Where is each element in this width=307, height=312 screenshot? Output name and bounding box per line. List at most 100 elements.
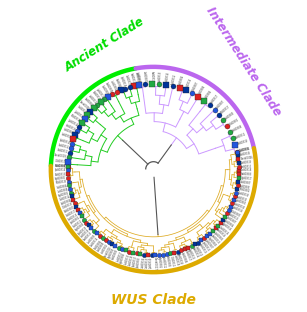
Text: LcWOX05: LcWOX05 <box>134 72 140 84</box>
Text: ClWOX11: ClWOX11 <box>169 255 175 267</box>
Text: SeWOX12: SeWOX12 <box>57 143 69 149</box>
Text: SgWOX03: SgWOX03 <box>55 176 67 181</box>
Text: SgWOX05: SgWOX05 <box>107 247 116 259</box>
Point <box>77 211 82 216</box>
Text: SeWOX17: SeWOX17 <box>209 94 220 105</box>
Text: SgWOX06: SgWOX06 <box>119 252 127 264</box>
Text: AnWOX11: AnWOX11 <box>241 164 252 168</box>
Text: LcWOX01: LcWOX01 <box>109 80 118 91</box>
Point <box>82 116 87 121</box>
Text: LhWOX12: LhWOX12 <box>194 245 203 257</box>
Text: AnWOX10: AnWOX10 <box>176 253 183 265</box>
Point <box>224 211 229 216</box>
Point <box>80 120 84 125</box>
Point <box>192 242 197 247</box>
Text: SeWOX10: SeWOX10 <box>239 151 251 157</box>
Point <box>157 252 161 257</box>
Point <box>211 228 216 233</box>
Text: CnWOX04: CnWOX04 <box>178 75 186 87</box>
Point <box>68 187 73 192</box>
Text: SpWOX04: SpWOX04 <box>223 219 235 229</box>
Text: SpWOX13: SpWOX13 <box>201 241 210 253</box>
Text: CpWOX17: CpWOX17 <box>95 87 105 99</box>
Text: CnWOX07: CnWOX07 <box>142 71 147 83</box>
Point <box>212 107 217 112</box>
Text: CpWOX14: CpWOX14 <box>67 118 79 127</box>
Text: SsWOX04: SsWOX04 <box>56 184 68 190</box>
Point <box>153 252 158 257</box>
Text: AnWOX15: AnWOX15 <box>83 231 94 242</box>
Point <box>123 86 128 91</box>
Point <box>106 240 111 245</box>
Text: McWOX06: McWOX06 <box>55 164 66 168</box>
Text: LcWOX08: LcWOX08 <box>57 188 69 194</box>
Point <box>65 164 70 169</box>
Point <box>123 248 128 253</box>
Point <box>77 124 82 129</box>
Text: ClWOX19: ClWOX19 <box>62 202 74 210</box>
Text: CnWOX19: CnWOX19 <box>60 133 72 140</box>
Text: SgWOX02: SgWOX02 <box>157 257 162 268</box>
Point <box>110 242 115 247</box>
Text: CpWOX19: CpWOX19 <box>241 160 252 165</box>
Text: SgWOX16: SgWOX16 <box>221 222 232 232</box>
Point <box>113 244 118 249</box>
Text: SpWOX14: SpWOX14 <box>165 71 170 83</box>
Text: LhWOX17: LhWOX17 <box>65 209 77 218</box>
Point <box>91 106 96 111</box>
Point <box>220 217 225 222</box>
Point <box>71 197 76 202</box>
Text: SpWOX08: SpWOX08 <box>180 252 187 264</box>
Point <box>106 94 111 99</box>
Text: SeWOX07: SeWOX07 <box>240 180 252 186</box>
Text: TanWOX10: TanWOX10 <box>54 153 67 159</box>
Text: AnWOX13: AnWOX13 <box>210 234 220 245</box>
Point <box>235 183 240 188</box>
Point <box>208 231 213 236</box>
Text: SpWOX19: SpWOX19 <box>77 225 89 236</box>
Point <box>67 150 72 155</box>
Point <box>97 233 102 238</box>
Text: TanWOX16: TanWOX16 <box>103 245 113 258</box>
Point <box>71 137 76 142</box>
Text: SeWOX17: SeWOX17 <box>184 250 191 262</box>
Point <box>226 207 231 212</box>
Text: SgWOX02: SgWOX02 <box>58 191 70 198</box>
Point <box>230 201 235 206</box>
Text: CpWOX16: CpWOX16 <box>239 147 251 153</box>
Point <box>218 220 223 225</box>
Text: ClWOX17: ClWOX17 <box>55 159 67 164</box>
Point <box>232 194 237 199</box>
Text: CmWOX03: CmWOX03 <box>241 172 252 177</box>
Text: LcWOX15: LcWOX15 <box>124 253 131 265</box>
Text: CnWOX14: CnWOX14 <box>90 236 100 247</box>
Text: CmWOX18: CmWOX18 <box>129 73 136 85</box>
Point <box>168 251 173 256</box>
Point <box>66 179 71 184</box>
Point <box>207 102 212 107</box>
Text: SpWOX01: SpWOX01 <box>70 216 81 226</box>
Point <box>66 155 71 160</box>
Point <box>75 128 80 133</box>
Text: LcWOX09: LcWOX09 <box>86 234 97 245</box>
Point <box>237 168 242 173</box>
Point <box>172 250 177 255</box>
Text: SeWOX08: SeWOX08 <box>231 124 243 133</box>
Text: SsWOX14: SsWOX14 <box>218 225 230 236</box>
Point <box>199 238 204 243</box>
Text: AnWOX02: AnWOX02 <box>83 97 94 108</box>
Point <box>170 84 175 89</box>
Text: TanWOX05: TanWOX05 <box>78 100 90 112</box>
Text: CnWOX16: CnWOX16 <box>141 256 146 268</box>
Text: SpWOX07: SpWOX07 <box>215 99 226 110</box>
Point <box>65 164 70 169</box>
Text: Ancient Clade: Ancient Clade <box>62 15 147 74</box>
Text: CpWOX10: CpWOX10 <box>149 257 154 268</box>
Point <box>236 179 241 184</box>
Text: LhWOX10: LhWOX10 <box>237 139 249 146</box>
Text: LcWOX12: LcWOX12 <box>161 256 166 268</box>
Text: SgWOX06: SgWOX06 <box>198 84 207 96</box>
Point <box>98 100 103 105</box>
Point <box>127 249 132 254</box>
Text: LhWOX06: LhWOX06 <box>93 239 103 250</box>
